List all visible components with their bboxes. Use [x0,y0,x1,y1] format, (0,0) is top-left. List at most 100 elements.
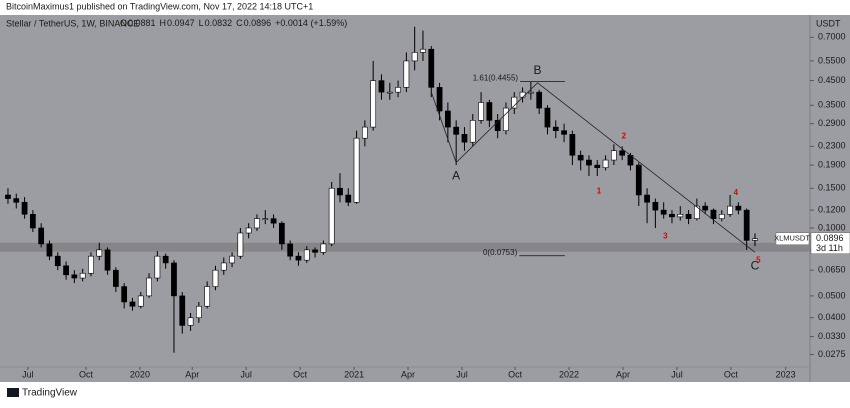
x-tick-label: Jul [456,369,468,379]
ohlc-key: L [199,18,204,28]
candle-body [378,80,385,93]
candle-body [386,91,393,94]
ohlc-key: C [236,18,243,28]
candle-body [171,262,177,297]
candle-body [245,227,252,234]
wave-label: C [751,258,760,272]
candle-body [187,317,194,326]
candle-body [79,272,86,279]
candle-body [527,91,534,94]
count-label: 2 [622,131,627,140]
x-tick-label: Apr [616,369,630,379]
candle-body [503,107,509,131]
ohlc-value: 0.0947 [167,18,195,28]
candle-body [179,295,186,326]
wave-label: B [534,63,542,77]
header: BitcoinMaximus1 published on TradingView… [6,1,313,11]
candle-body [270,218,277,224]
y-tick-label: 0.0330 [818,331,846,341]
fib-label: 1.61(0.4455) [473,74,519,83]
candle-body [428,48,435,88]
candle-body [71,274,78,279]
candle-body [212,269,219,287]
candle-body [494,120,501,131]
candle-body [569,134,576,156]
candle-body [685,213,692,219]
candle-body [511,96,518,109]
candle-body [370,80,377,128]
candle-body [444,110,451,128]
x-tick-label: Oct [724,369,739,379]
candle-body [353,137,360,203]
axis-unit: USDT [816,18,841,28]
candle-body [162,255,169,264]
candle-body [361,126,368,139]
candle-body [287,243,294,257]
candle-body [29,213,36,229]
logo-icon [7,388,19,397]
candle-body [552,126,559,131]
candle-body [303,249,310,261]
candle-body [96,249,103,257]
ohlc-value: 0.0881 [128,18,156,28]
candle-body [229,255,235,264]
candle-body [644,194,650,203]
x-tick-label: Jul [240,369,252,379]
count-label: 5 [756,255,761,264]
x-tick-label: Apr [185,369,199,379]
candle-body [129,301,136,307]
wave-label: A [452,169,460,183]
candle-body [262,218,269,220]
candle-body [38,227,45,245]
y-tick-label: 0.1900 [818,159,846,169]
candle-body [54,255,61,267]
count-label: 1 [597,187,602,196]
candle-body [735,205,742,211]
ohlc-key: O [120,18,127,28]
y-tick-label: 0.1500 [818,183,846,193]
candle-body [320,243,327,253]
ohlc-key: H [160,18,167,28]
candle-body [544,107,551,128]
candle-body [195,305,202,319]
candle-body [610,150,617,161]
candle-body [411,52,418,62]
x-tick-label: 2021 [344,369,364,379]
x-tick-label: 2023 [776,369,796,379]
candle-body [337,187,343,196]
candle-body [278,222,285,245]
x-tick-label: Oct [293,369,308,379]
candle-body [727,205,733,215]
candle-body [220,262,227,271]
ticker-tag [775,232,810,245]
candle-body [137,295,144,307]
candle-body [88,255,94,274]
candle-body [345,194,352,203]
wave-line [430,82,756,253]
candle-body [677,213,684,218]
countdown: 3d 11h [816,243,843,253]
candle-body [328,187,335,245]
candle-body [312,249,318,253]
x-tick-label: Apr [401,369,415,379]
y-tick-label: 0.2900 [818,118,846,128]
candle-body [718,213,725,219]
y-tick-label: 0.5500 [818,55,846,65]
candle-body [478,102,484,121]
candle-body [461,134,468,143]
x-tick-label: Oct [508,369,523,379]
ohlc-value: 0.0832 [205,18,233,28]
candle-body [403,60,410,88]
candle-body [486,102,493,121]
plot-background [0,15,850,382]
candle-body [519,91,526,98]
candle-body [121,286,128,303]
candle-body [660,209,667,215]
x-tick-label: Jul [671,369,683,379]
candle-body [146,277,152,297]
candle-body [420,48,426,53]
last-price: 0.0896 [816,233,844,243]
candle-body [395,87,401,93]
x-tick-label: Jul [22,369,34,379]
